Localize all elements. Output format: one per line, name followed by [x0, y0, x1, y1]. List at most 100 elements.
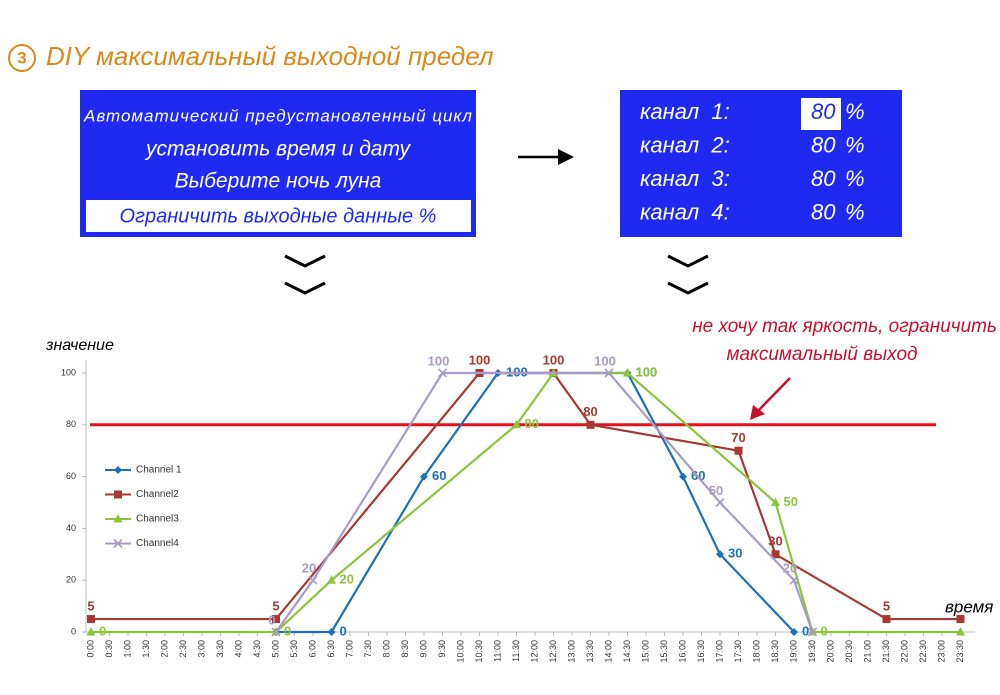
value-label: 70 [731, 430, 745, 445]
x-tick-label: 3:00 [196, 640, 206, 658]
x-tick-label: 2:00 [159, 640, 169, 658]
x-tick-label: 20:00 [825, 640, 835, 663]
x-tick-label: 10:00 [455, 640, 465, 663]
value-label: 5 [272, 598, 279, 613]
x-tick-label: 16:00 [677, 640, 687, 663]
point [327, 575, 336, 584]
annotation: не хочу так яркость, ограничить [692, 316, 997, 337]
x-tick-label: 15:00 [640, 640, 650, 663]
point [272, 615, 280, 624]
x-tick-label: 5:30 [289, 640, 299, 658]
point [87, 615, 95, 624]
value-label: 5 [883, 598, 890, 613]
point [679, 472, 687, 481]
value-label: 100 [469, 352, 491, 367]
x-tick-label: 20:30 [844, 640, 854, 663]
legend-label: Channel4 [136, 538, 179, 549]
value-label: 0 [268, 612, 275, 627]
value-label: 100 [543, 352, 565, 367]
menu-item[interactable]: Автоматический предустановленный цикл [83, 106, 472, 125]
point [882, 615, 891, 624]
point [114, 466, 122, 474]
x-tick-label: 4:00 [233, 640, 243, 658]
channel-label: канал 3: [640, 166, 730, 191]
value-label: 0 [99, 623, 106, 638]
x-tick-label: 8:30 [400, 640, 410, 658]
channel-value: 80 [811, 132, 836, 157]
value-label: 100 [428, 353, 450, 368]
channel-value: 80 [811, 99, 836, 124]
x-tick-label: 18:00 [751, 640, 761, 663]
channel-unit: % [845, 99, 865, 124]
point [807, 627, 818, 637]
x-tick-label: 12:30 [548, 640, 558, 663]
x-tick-label: 9:30 [437, 640, 447, 658]
point [420, 472, 428, 481]
value-label: 50 [709, 483, 723, 498]
x-tick-label: 8:00 [381, 640, 391, 658]
chevron [284, 254, 326, 295]
x-tick-label: 18:30 [770, 640, 780, 663]
x-tick-label: 16:30 [696, 640, 706, 663]
value-label: 20 [340, 572, 354, 587]
x-tick-label: 1:00 [122, 640, 132, 658]
x-tick-label: 22:30 [918, 640, 928, 663]
x-tick-label: 23:00 [936, 640, 946, 663]
point [734, 446, 743, 455]
value-label: 60 [432, 468, 446, 483]
x-tick-label: 15:30 [659, 640, 669, 663]
point [512, 419, 521, 429]
x-axis-label: время [945, 597, 993, 616]
value-label: 80 [583, 404, 597, 419]
value-label: 100 [636, 364, 658, 379]
point [623, 368, 632, 377]
channel-unit: % [845, 199, 865, 224]
legend-label: Channel3 [136, 514, 179, 525]
value-label: 5 [87, 598, 94, 613]
y-tick-label: 40 [66, 523, 76, 533]
point [956, 615, 965, 624]
annotation: максимальный выход [726, 344, 917, 365]
x-tick-label: 23:30 [955, 640, 965, 663]
x-tick-label: 6:30 [326, 640, 336, 658]
channel-unit: % [845, 132, 865, 157]
x-tick-label: 3:30 [215, 640, 225, 658]
y-axis-label: значение [45, 337, 114, 354]
menu-item[interactable]: установить время и дату [144, 138, 412, 161]
x-tick-label: 19:00 [788, 640, 798, 663]
value-label: 30 [768, 534, 782, 549]
page-title: DIY максимальный выходной предел [46, 41, 494, 71]
channel-label: канал 2: [640, 132, 730, 157]
badge-circle [8, 44, 36, 72]
legend-label: Channel 1 [136, 465, 182, 476]
point [308, 575, 318, 585]
channel-selected [801, 98, 841, 130]
x-tick-label: 17:00 [714, 640, 724, 663]
x-tick-label: 1:30 [141, 640, 151, 658]
chart: значение время 0 20 40 60 80 100 0:00 0:30 1:00 1:3… [45, 316, 997, 663]
arrow-head [558, 149, 574, 165]
point [86, 627, 96, 636]
value-label: 100 [594, 353, 616, 368]
point [114, 490, 122, 499]
point [716, 550, 724, 559]
menu-item[interactable]: Выберите ночь луна [175, 170, 382, 193]
x-tick-label: 17:30 [733, 640, 743, 663]
menu-item[interactable]: Ограничить выходные данные % [120, 205, 437, 227]
x-tick-label: 19:30 [807, 640, 817, 663]
x-tick-label: 0:00 [85, 640, 95, 658]
value-label: 0 [284, 623, 291, 638]
x-tick-label: 22:00 [899, 640, 909, 663]
x-tick-label: 7:30 [363, 640, 373, 658]
value-label: 80 [525, 416, 539, 431]
channel-label: канал 4: [640, 199, 730, 224]
point [715, 497, 725, 508]
point [771, 550, 780, 559]
x-tick-label: 11:00 [492, 640, 502, 662]
y-tick-label: 0 [71, 626, 76, 636]
point [771, 497, 780, 506]
point [789, 575, 799, 585]
point [604, 368, 614, 378]
value-label: 30 [728, 546, 742, 561]
